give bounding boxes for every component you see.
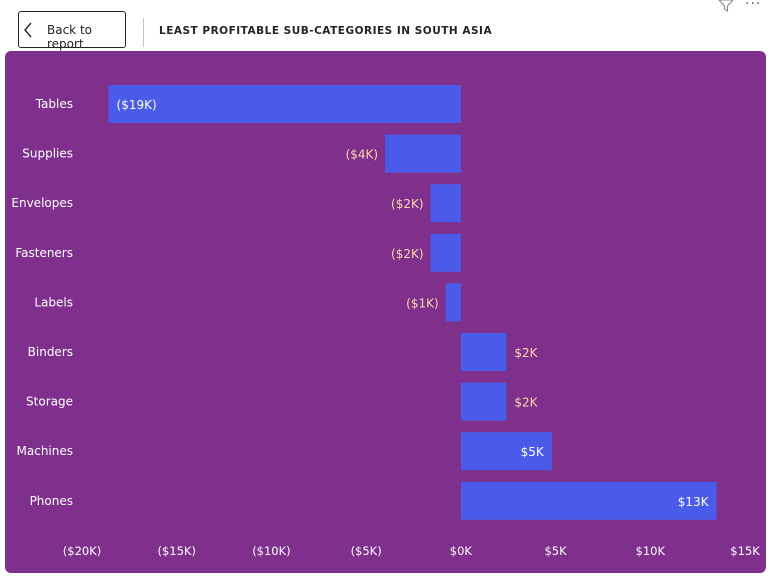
data-label: $2K	[514, 396, 538, 410]
data-label: ($2K)	[391, 247, 424, 261]
category-label: Supplies	[22, 147, 73, 161]
bar[interactable]	[460, 481, 717, 520]
header-bar: Back to report LEAST PROFITABLE SUB-CATE…	[0, 0, 771, 52]
x-tick-label: ($15K)	[157, 544, 195, 558]
category-label: Fasteners	[15, 246, 73, 260]
bar[interactable]	[460, 432, 552, 471]
bar[interactable]	[108, 85, 461, 123]
category-label: Binders	[28, 345, 73, 359]
bar[interactable]	[460, 333, 507, 371]
x-tick-label: ($10K)	[252, 544, 290, 558]
data-label: ($2K)	[391, 197, 424, 211]
bar[interactable]	[430, 233, 461, 272]
bar[interactable]	[460, 382, 507, 421]
back-to-report-button[interactable]: Back to report	[18, 11, 126, 51]
bar-chart: Tables ($19K) Supplies ($4K) Envelopes ($2K) F…	[11, 85, 760, 558]
x-tick-label: ($5K)	[351, 544, 382, 558]
category-label: Labels	[34, 295, 73, 309]
x-tick-label: $5K	[544, 544, 567, 558]
category-label: Phones	[30, 494, 73, 508]
category-label: Storage	[26, 395, 73, 409]
data-label: ($4K)	[346, 148, 379, 162]
bar[interactable]	[445, 283, 461, 322]
data-label: $13K	[678, 495, 710, 509]
data-label: ($1K)	[406, 296, 439, 310]
back-button-label: Back to report	[47, 23, 92, 51]
x-tick-label: $15K	[730, 544, 760, 558]
x-tick-label: $0K	[450, 544, 473, 558]
category-label: Machines	[17, 444, 73, 458]
chart-panel: Tables ($19K) Supplies ($4K) Envelopes ($2K) F…	[5, 51, 766, 573]
category-label: Tables	[35, 97, 73, 111]
bar[interactable]	[385, 134, 461, 173]
data-label: ($19K)	[117, 98, 157, 112]
bar[interactable]	[430, 184, 461, 223]
data-label: $5K	[521, 445, 545, 459]
chevron-left-icon	[22, 22, 34, 42]
x-tick-label: $10K	[636, 544, 666, 558]
x-tick-label: ($20K)	[63, 544, 101, 558]
filter-icon[interactable]	[718, 0, 734, 17]
more-options-icon[interactable]: ···	[745, 0, 762, 12]
page-title: LEAST PROFITABLE SUB-CATEGORIES IN SOUTH…	[159, 25, 493, 37]
header-divider	[143, 18, 144, 47]
category-label: Envelopes	[11, 196, 73, 210]
data-label: $2K	[514, 346, 538, 360]
